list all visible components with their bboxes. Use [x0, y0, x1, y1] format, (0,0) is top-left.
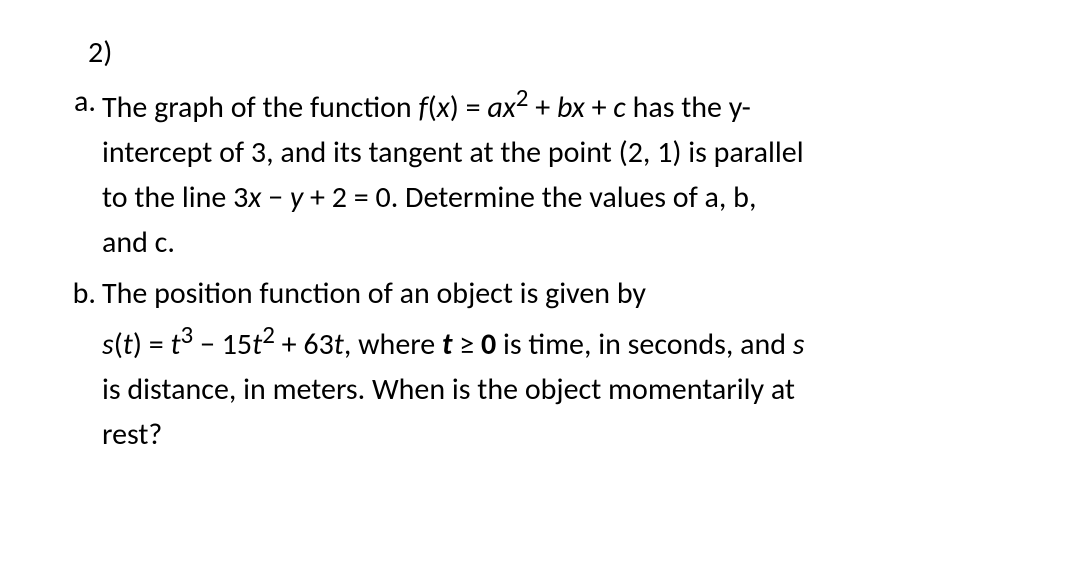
math-x: x: [437, 89, 450, 126]
part-b-line2: s(t) = t3 − 15t2 + 63t, where t ≥ 0 is t…: [102, 316, 1020, 367]
text: + 2 = 0. Determine the values of a, b,: [303, 179, 756, 216]
part-b-label: b.: [60, 271, 102, 316]
exp-3: 3: [181, 319, 194, 350]
part-b: b. The position function of an object is…: [60, 271, 1020, 457]
part-a: a. The graph of the function f(x) = ax2 …: [60, 79, 1020, 265]
question-number: 2): [88, 30, 1020, 75]
math-s: s: [793, 326, 805, 363]
text: − 15: [193, 326, 252, 363]
math-x: x: [503, 89, 516, 126]
text: ) =: [450, 89, 488, 126]
math-a: a: [487, 89, 502, 126]
part-a-line4: and c.: [102, 220, 1020, 265]
text: (: [428, 89, 437, 126]
text: (: [114, 326, 123, 363]
math-t: t: [334, 326, 344, 363]
math-t: t: [123, 326, 133, 363]
text: has the y-: [626, 89, 751, 126]
part-a-label: a.: [60, 79, 102, 124]
text: ) =: [133, 326, 171, 363]
math-f: f: [418, 89, 427, 126]
math-x: x: [572, 89, 585, 126]
text: The graph of the function: [102, 89, 418, 126]
part-b-line1: The position function of an object is gi…: [102, 271, 1020, 316]
text: to the line 3: [102, 179, 248, 216]
part-b-line3: is distance, in meters. When is the obje…: [102, 367, 1020, 412]
math-t: t: [252, 326, 262, 363]
text: +: [528, 89, 557, 126]
exp-2: 2: [516, 82, 529, 113]
part-b-body: The position function of an object is gi…: [102, 271, 1020, 457]
text: +: [585, 89, 614, 126]
math-t-bold: t: [442, 326, 452, 363]
math-t: t: [170, 326, 180, 363]
part-a-line1: The graph of the function f(x) = ax2 + b…: [102, 79, 1020, 130]
exp-2: 2: [262, 319, 275, 350]
math-b: b: [557, 89, 572, 126]
part-a-line2: intercept of 3, and its tangent at the p…: [102, 130, 1020, 175]
text: −: [261, 179, 290, 216]
text: , where: [344, 326, 442, 363]
text: + 63: [275, 326, 334, 363]
math-c: c: [613, 89, 625, 126]
zero-bold: 0: [481, 326, 496, 363]
problem-page: 2) a. The graph of the function f(x) = a…: [0, 0, 1080, 563]
math-x: x: [248, 179, 261, 216]
text: is time, in seconds, and: [496, 326, 793, 363]
text: ≥: [452, 326, 481, 363]
part-b-line4: rest?: [102, 412, 1020, 457]
math-y: y: [290, 179, 303, 216]
part-a-body: The graph of the function f(x) = ax2 + b…: [102, 79, 1020, 265]
part-a-line3: to the line 3x − y + 2 = 0. Determine th…: [102, 175, 1020, 220]
math-s: s: [102, 326, 114, 363]
